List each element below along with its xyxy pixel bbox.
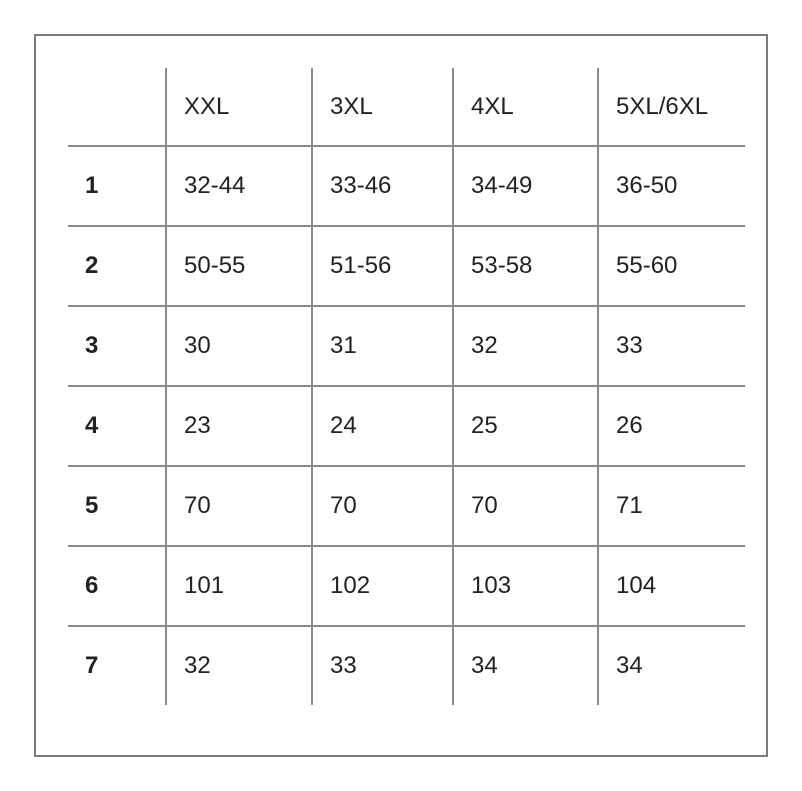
table-cell: 51-56 bbox=[311, 226, 453, 307]
table-cell: 25 bbox=[452, 386, 598, 467]
row-label: 4 bbox=[68, 386, 166, 467]
table-cell: 70 bbox=[452, 466, 598, 547]
table-cell: 34 bbox=[597, 626, 745, 705]
table-cell: 31 bbox=[311, 306, 453, 387]
table-cell: 33-46 bbox=[311, 146, 453, 227]
column-header: 4XL bbox=[452, 68, 598, 147]
table-cell: 53-58 bbox=[452, 226, 598, 307]
column-header: XXL bbox=[165, 68, 312, 147]
column-header: 5XL/6XL bbox=[597, 68, 745, 147]
column-header bbox=[68, 68, 166, 147]
table-cell: 70 bbox=[165, 466, 312, 547]
column-header: 3XL bbox=[311, 68, 453, 147]
table-cell: 30 bbox=[165, 306, 312, 387]
row-label: 5 bbox=[68, 466, 166, 547]
table-cell: 34-49 bbox=[452, 146, 598, 227]
table-cell: 33 bbox=[311, 626, 453, 705]
table-cell: 71 bbox=[597, 466, 745, 547]
table-row: 5 70 70 70 71 bbox=[68, 466, 745, 547]
table-cell: 34 bbox=[452, 626, 598, 705]
row-label: 3 bbox=[68, 306, 166, 387]
table-row: 2 50-55 51-56 53-58 55-60 bbox=[68, 226, 745, 307]
table-cell: 33 bbox=[597, 306, 745, 387]
size-table: XXL 3XL 4XL 5XL/6XL 1 32-44 33-46 34-49 36-5… bbox=[68, 68, 745, 705]
table-cell: 32 bbox=[165, 626, 312, 705]
table-cell: 32 bbox=[452, 306, 598, 387]
table-cell: 36-50 bbox=[597, 146, 745, 227]
table-cell: 55-60 bbox=[597, 226, 745, 307]
table-cell: 103 bbox=[452, 546, 598, 627]
table-cell: 32-44 bbox=[165, 146, 312, 227]
table-row: 6 101 102 103 104 bbox=[68, 546, 745, 627]
table-cell: 102 bbox=[311, 546, 453, 627]
header-row: XXL 3XL 4XL 5XL/6XL bbox=[68, 68, 745, 147]
table-cell: 26 bbox=[597, 386, 745, 467]
table-row: 7 32 33 34 34 bbox=[68, 626, 745, 705]
table-cell: 104 bbox=[597, 546, 745, 627]
table-cell: 70 bbox=[311, 466, 453, 547]
outer-frame bbox=[34, 34, 768, 757]
row-label: 7 bbox=[85, 652, 99, 679]
table-row: 4 23 24 25 26 bbox=[68, 386, 745, 467]
row-label: 6 bbox=[68, 546, 166, 627]
table-cell: 23 bbox=[165, 386, 312, 467]
table-cell: 50-55 bbox=[165, 226, 312, 307]
table-cell: 24 bbox=[311, 386, 453, 467]
table-row: 3 30 31 32 33 bbox=[68, 306, 745, 387]
row-label: 2 bbox=[68, 226, 166, 307]
table-row: 1 32-44 33-46 34-49 36-50 bbox=[68, 146, 745, 227]
table-cell: 101 bbox=[165, 546, 312, 627]
row-label: 1 bbox=[68, 146, 166, 227]
